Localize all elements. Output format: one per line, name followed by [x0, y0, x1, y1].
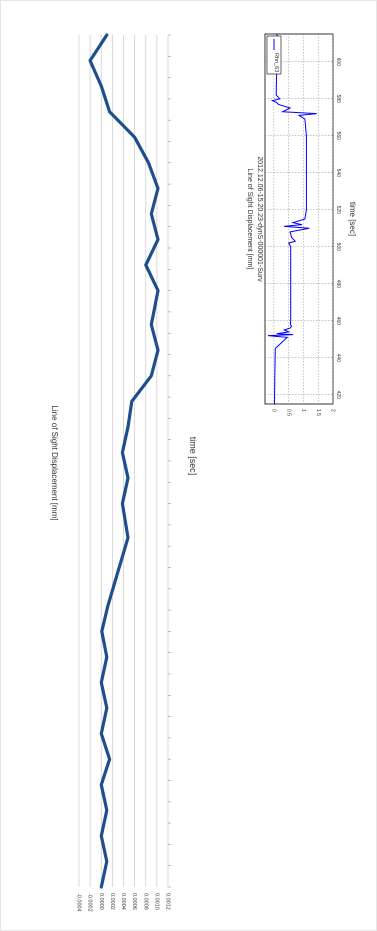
left-y-tick-label: 0.0000 [98, 893, 104, 910]
left-y-axis-label: Line of Sight Displacement [mm] [50, 405, 59, 520]
right-legend-box [266, 35, 282, 75]
left-y-tick-label: -0.0004 [76, 893, 82, 912]
left-y-tick-label: 0.0006 [131, 893, 137, 910]
left-y-tick-label: 0.0010 [153, 893, 159, 910]
right-y-axis-label: Line of Sight Displacement [mm] [246, 169, 253, 270]
left-y-tick-label: 0.0008 [142, 893, 148, 910]
right-y-tick-label: 1 [300, 409, 306, 412]
left-y-tick-label: 0.0002 [109, 893, 115, 910]
left-chart-rotated: 0.0012 0.0010 0.0008 0.0006 0.0004 0.0002 0.00… [50, 33, 198, 912]
right-y-tick-label: 0.5 [285, 409, 291, 416]
left-x-axis-label: time [sec] [188, 437, 198, 476]
right-y-tick-label: 2 [330, 409, 336, 412]
left-y-tick-label: 0.0004 [120, 893, 126, 910]
right-legend-label: Rhn_63 [273, 53, 279, 72]
right-x-tick-label: 420 [335, 391, 341, 400]
left-y-tick-label: -0.0002 [87, 893, 93, 912]
right-x-axis-label: time [sec] [348, 202, 357, 236]
right-x-tick-label: 540 [335, 169, 341, 178]
right-series-line [267, 33, 317, 405]
left-y-tick-label: 0.0012 [165, 893, 171, 910]
right-y-tick-label: 1.5 [315, 409, 321, 416]
right-x-tick-label: 480 [335, 280, 341, 289]
right-x-tick-label: 460 [335, 317, 341, 326]
right-legend: Rhn_63 [266, 35, 282, 75]
right-x-tick-label: 560 [335, 132, 341, 141]
right-chart-title: 2012.12.06-15.20.23-dynS-000001-Surv [256, 156, 263, 282]
right-y-tick-label: 0 [271, 409, 277, 412]
right-x-tick-label: 500 [335, 243, 341, 252]
right-x-tick-label: 440 [335, 354, 341, 363]
right-x-tick-label: 580 [335, 95, 341, 104]
right-x-tick-label: 600 [335, 58, 341, 67]
right-chart-rotated: 21.510.50420440460480500520540560580600 … [246, 33, 357, 416]
right-x-tick-label: 520 [335, 206, 341, 215]
left-series-line [88, 33, 160, 889]
